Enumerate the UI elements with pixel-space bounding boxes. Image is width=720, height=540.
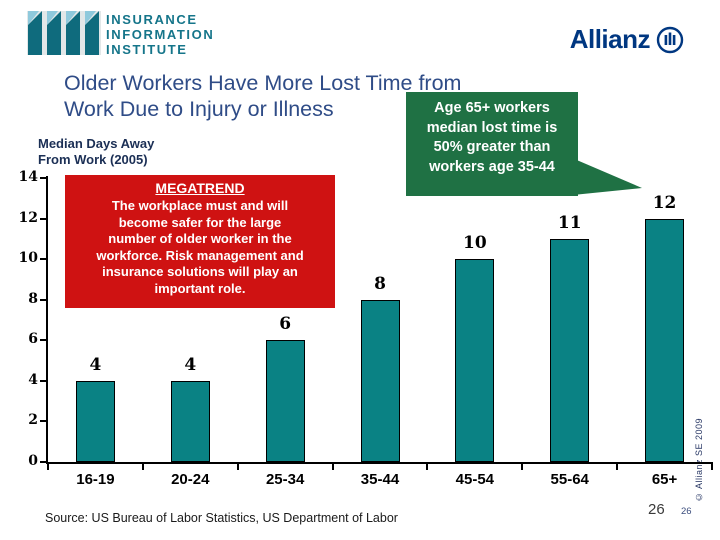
megatrend-line: workforce. Risk management and bbox=[96, 247, 304, 263]
bar-16-19 bbox=[75, 380, 115, 462]
bar-25-34 bbox=[265, 340, 305, 462]
megatrend-line: number of older worker in the bbox=[108, 231, 292, 246]
bar-value-65+: 12 bbox=[652, 192, 677, 213]
x-tick-mark bbox=[331, 462, 334, 470]
y-tick-label: 6 bbox=[28, 331, 38, 348]
page-number: 26 bbox=[648, 501, 665, 518]
y-tick-mark bbox=[40, 420, 48, 423]
x-tick-mark bbox=[616, 462, 619, 470]
y-tick-label: 4 bbox=[28, 371, 38, 388]
source-note: Source: US Bureau of Labor Statistics, U… bbox=[45, 511, 398, 525]
chart-caption-line1: Median Days Away bbox=[38, 136, 155, 151]
megatrend-line: important role. bbox=[154, 280, 246, 296]
callout-line: median lost time is bbox=[426, 119, 558, 136]
x-axis-label-45-54: 45-54 bbox=[455, 471, 495, 488]
iii-line3: INSTITUTE bbox=[106, 42, 188, 57]
y-tick-mark bbox=[40, 461, 48, 463]
x-axis-label-65+: 65+ bbox=[651, 471, 678, 488]
page-title: Older Workers Have More Lost Time from W… bbox=[64, 70, 461, 122]
iii-line2: INFORMATION bbox=[106, 27, 215, 42]
x-tick-mark bbox=[236, 462, 239, 470]
x-axis-label-20-24: 20-24 bbox=[171, 471, 210, 488]
callout-line: Age 65+ workers bbox=[434, 100, 550, 116]
bar-55-64 bbox=[550, 238, 590, 462]
bar-45-54 bbox=[455, 259, 495, 462]
y-tick-label: 8 bbox=[28, 290, 38, 307]
megatrend-title: MEGATREND bbox=[155, 180, 245, 196]
callout-line: 50% greater than bbox=[433, 139, 551, 155]
callout-tail-icon bbox=[563, 155, 642, 196]
y-axis-line bbox=[46, 176, 48, 464]
x-tick-mark bbox=[47, 462, 49, 470]
iii-pillars-icon bbox=[27, 11, 101, 55]
bar-value-25-34: 6 bbox=[279, 314, 292, 335]
callout-box: Age 65+ workers median lost time is 50% … bbox=[406, 92, 578, 196]
x-axis-label-35-44: 35-44 bbox=[360, 471, 400, 488]
y-tick-mark bbox=[40, 298, 48, 301]
y-tick-mark bbox=[40, 258, 48, 261]
allianz-wordmark: Allianz bbox=[569, 24, 651, 54]
bar-20-24 bbox=[170, 380, 210, 462]
x-tick-mark bbox=[711, 462, 713, 470]
megatrend-line: insurance solutions will play an bbox=[102, 264, 298, 279]
bar-65+ bbox=[645, 218, 685, 462]
megatrend-line: become safer for the large bbox=[118, 214, 282, 230]
y-tick-label: 0 bbox=[28, 453, 38, 469]
y-tick-label: 14 bbox=[18, 169, 38, 185]
x-tick-mark bbox=[426, 462, 429, 470]
bar-35-44 bbox=[360, 299, 400, 462]
x-axis-label-55-64: 55-64 bbox=[550, 471, 589, 488]
megatrend-box: MEGATREND The workplace must and will be… bbox=[65, 175, 335, 308]
megatrend-line: The workplace must and will bbox=[111, 198, 289, 213]
iii-wordmark: INSURANCE INFORMATION INSTITUTE bbox=[106, 12, 214, 57]
chart-caption: Median Days Away From Work (2005) bbox=[38, 136, 154, 168]
y-tick-label: 2 bbox=[28, 412, 38, 429]
bar-value-55-64: 11 bbox=[557, 212, 582, 233]
allianz-emblem-icon bbox=[656, 26, 684, 53]
chart-caption-line2: From Work (2005) bbox=[38, 152, 148, 167]
x-axis-label-25-34: 25-34 bbox=[265, 471, 305, 488]
bar-value-35-44: 8 bbox=[374, 273, 386, 294]
y-tick-mark bbox=[40, 177, 48, 179]
allianz-logo: Allianz bbox=[570, 24, 684, 55]
bar-value-45-54: 10 bbox=[463, 233, 487, 254]
page-number-small: 26 bbox=[681, 506, 692, 517]
bar-value-20-24: 4 bbox=[184, 354, 197, 375]
title-line1: Older Workers Have More Lost Time from bbox=[64, 71, 462, 95]
x-axis-line bbox=[46, 462, 712, 464]
x-tick-mark bbox=[521, 462, 524, 470]
y-tick-label: 12 bbox=[18, 209, 38, 226]
x-axis-label-16-19: 16-19 bbox=[76, 471, 115, 488]
y-tick-mark bbox=[40, 217, 48, 220]
x-tick-mark bbox=[141, 462, 144, 470]
iii-line1: INSURANCE bbox=[106, 12, 198, 27]
bar-value-16-19: 4 bbox=[89, 354, 102, 375]
callout-line: workers age 35-44 bbox=[429, 158, 555, 175]
y-tick-mark bbox=[40, 379, 48, 382]
title-line2: Work Due to Injury or Illness bbox=[64, 97, 334, 121]
y-tick-mark bbox=[40, 339, 48, 342]
y-tick-label: 10 bbox=[18, 250, 38, 267]
